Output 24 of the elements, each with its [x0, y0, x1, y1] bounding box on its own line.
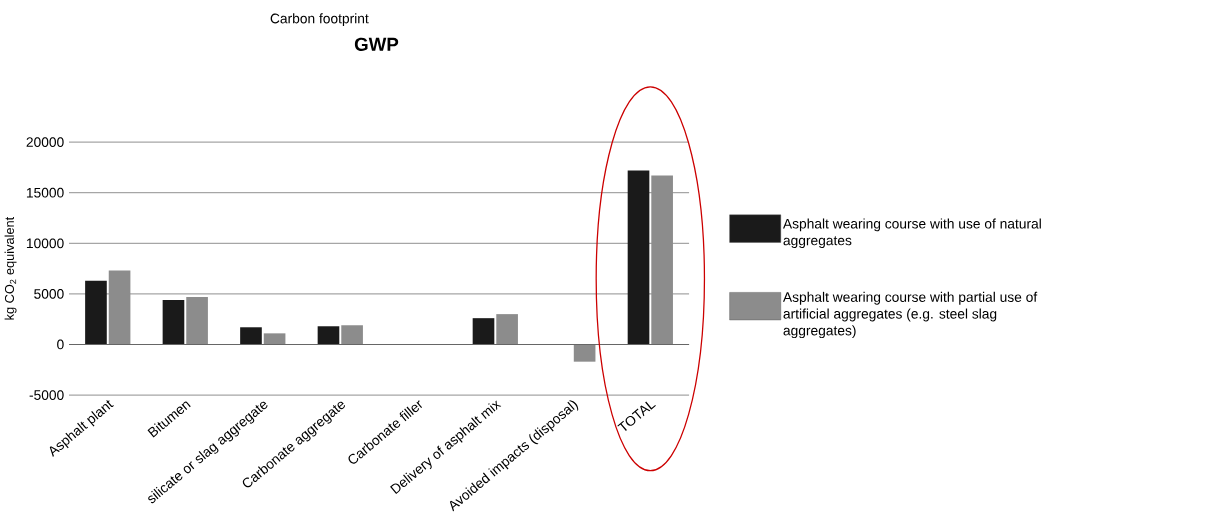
- bar: [240, 327, 262, 345]
- bar: [317, 326, 340, 345]
- chart-subtitle: Carbon footprint: [270, 13, 369, 26]
- bar: [496, 313, 518, 345]
- bar: [573, 344, 596, 362]
- legend-label: Asphalt wearing course with use of natural aggregates: [782, 218, 1041, 248]
- bar: [108, 270, 131, 345]
- bar: [472, 317, 495, 345]
- bar: [263, 333, 286, 345]
- bar: [651, 175, 673, 345]
- chart-title: GWP: [354, 37, 399, 51]
- y-tick-label: 10000: [26, 238, 64, 248]
- y-tick-label: -5000: [29, 389, 64, 400]
- y-tick-label: 0: [57, 339, 64, 350]
- y-tick-label: 15000: [26, 187, 64, 198]
- bar: [85, 280, 107, 345]
- y-tick-label: 20000: [26, 137, 64, 147]
- legend-label: Asphalt wearing course with partial use of artificial aggregates (e.g. steel slag aggregates): [782, 291, 1038, 338]
- bar: [186, 296, 208, 345]
- bar: [162, 299, 185, 345]
- y-tick-label: 5000: [34, 288, 64, 299]
- bar: [341, 325, 363, 345]
- y-axis-title: kg CO$_{2}$ equivalent: [4, 216, 17, 320]
- bar: [627, 170, 650, 345]
